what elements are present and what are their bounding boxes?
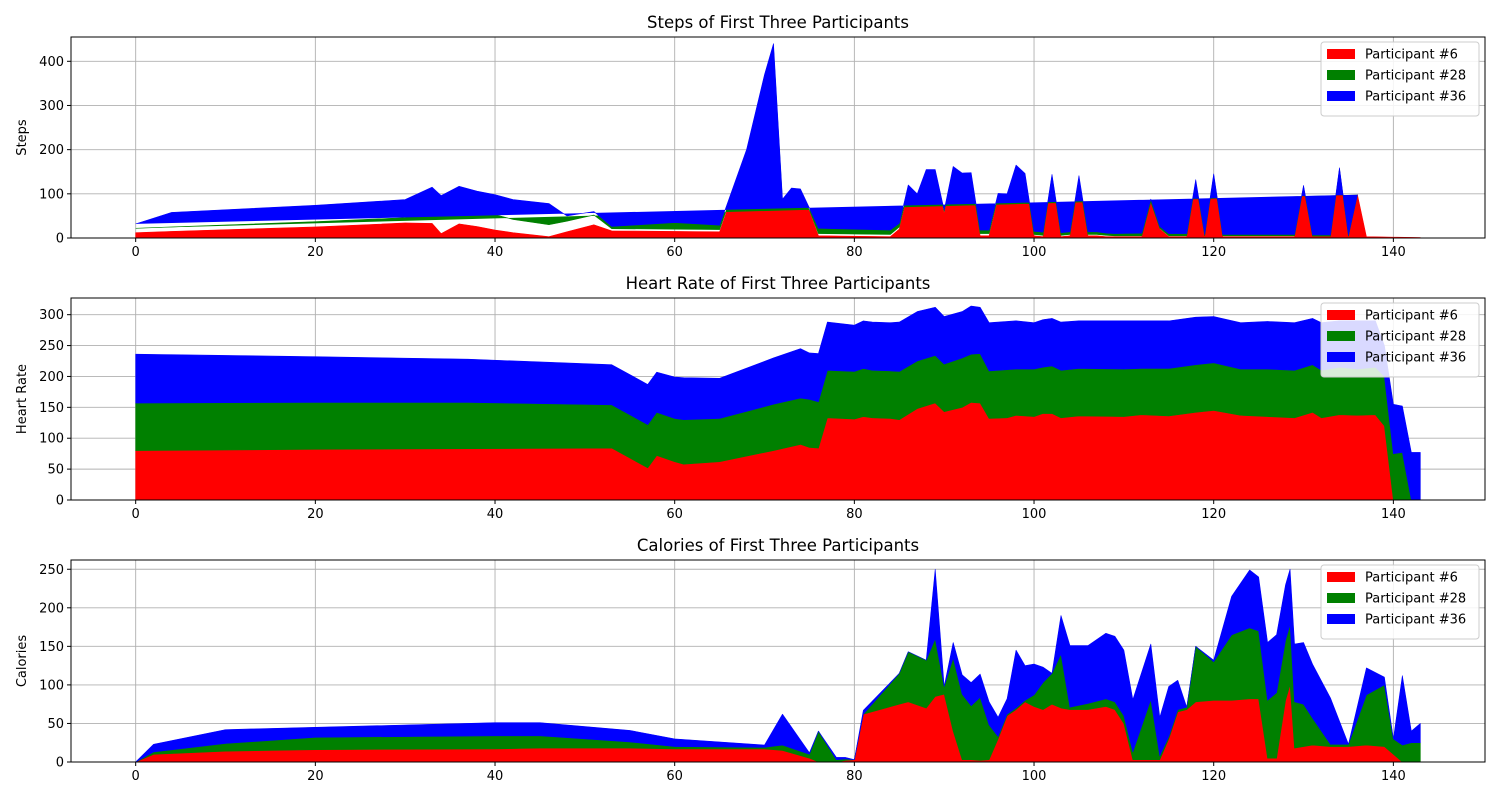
y-tick-label: 0 xyxy=(56,232,64,247)
y-tick-label: 250 xyxy=(39,339,64,354)
x-tick-label: 120 xyxy=(1201,245,1226,260)
y-tick-label: 50 xyxy=(47,717,64,732)
area-series-participant-36 xyxy=(135,568,1421,763)
y-axis-label: Steps xyxy=(15,119,30,156)
legend-label: Participant #36 xyxy=(1365,351,1466,366)
x-tick-label: 0 xyxy=(132,769,140,784)
y-axis-label: Calories xyxy=(15,635,30,688)
legend: Participant #6 Participant #28 Participant… xyxy=(1320,302,1480,378)
y-tick-label: 150 xyxy=(39,640,64,655)
legend-box xyxy=(1320,564,1480,640)
legend-label: Participant #6 xyxy=(1365,48,1458,63)
legend: Participant #6 Participant #28 Participant… xyxy=(1320,41,1480,117)
legend-swatch xyxy=(1327,331,1355,341)
y-tick-label: 200 xyxy=(39,370,64,385)
axes-frame xyxy=(70,559,1486,763)
legend-label: Participant #6 xyxy=(1365,571,1458,586)
y-tick-label: 400 xyxy=(39,55,64,70)
x-tick-label: 0 xyxy=(132,245,140,260)
x-tick-label: 40 xyxy=(487,245,504,260)
axes-frame xyxy=(70,297,1486,501)
x-tick-label: 60 xyxy=(666,507,683,522)
y-axis-label: Heart Rate xyxy=(15,364,30,434)
legend-swatch xyxy=(1327,49,1355,59)
legend-label: Participant #28 xyxy=(1365,330,1466,345)
y-tick-label: 200 xyxy=(39,143,64,158)
x-tick-label: 60 xyxy=(666,245,683,260)
x-tick-label: 80 xyxy=(846,769,863,784)
y-tick-label: 0 xyxy=(56,756,64,771)
axes-frame xyxy=(70,36,1486,239)
y-tick-label: 250 xyxy=(39,563,64,578)
legend-swatch xyxy=(1327,593,1355,603)
legend-swatch xyxy=(1327,310,1355,320)
y-tick-label: 300 xyxy=(39,99,64,114)
legend-label: Participant #28 xyxy=(1365,69,1466,84)
x-tick-label: 80 xyxy=(846,507,863,522)
legend-label: Participant #36 xyxy=(1365,90,1466,105)
y-tick-label: 100 xyxy=(39,432,64,447)
legend-swatch xyxy=(1327,614,1355,624)
x-tick-label: 60 xyxy=(666,769,683,784)
legend-swatch xyxy=(1327,91,1355,101)
x-tick-label: 140 xyxy=(1381,245,1406,260)
x-tick-label: 20 xyxy=(307,245,324,260)
x-tick-label: 20 xyxy=(307,507,324,522)
x-tick-label: 100 xyxy=(1022,245,1047,260)
y-tick-label: 300 xyxy=(39,308,64,323)
chart-title: Heart Rate of First Three Participants xyxy=(626,274,931,293)
legend-box xyxy=(1320,41,1480,117)
legend-swatch xyxy=(1327,70,1355,80)
x-tick-label: 40 xyxy=(487,507,504,522)
x-tick-label: 100 xyxy=(1022,507,1047,522)
area-series-participant-36 xyxy=(135,43,1358,236)
x-tick-label: 120 xyxy=(1201,769,1226,784)
x-tick-label: 80 xyxy=(846,245,863,260)
legend-label: Participant #6 xyxy=(1365,309,1458,324)
y-tick-label: 150 xyxy=(39,401,64,416)
x-tick-label: 40 xyxy=(487,769,504,784)
x-tick-label: 140 xyxy=(1381,507,1406,522)
x-tick-label: 100 xyxy=(1022,769,1047,784)
y-tick-label: 200 xyxy=(39,601,64,616)
x-tick-label: 0 xyxy=(132,507,140,522)
legend-label: Participant #36 xyxy=(1365,613,1466,628)
y-tick-label: 50 xyxy=(47,463,64,478)
legend-swatch xyxy=(1327,352,1355,362)
legend-box xyxy=(1320,302,1480,378)
legend-label: Participant #28 xyxy=(1365,592,1466,607)
x-tick-label: 140 xyxy=(1381,769,1406,784)
chart-title: Calories of First Three Participants xyxy=(637,536,919,555)
subplot-3: Calories of First Three Participants 0 20 4… xyxy=(15,536,1486,784)
y-tick-label: 100 xyxy=(39,187,64,202)
y-tick-label: 100 xyxy=(39,678,64,693)
legend-swatch xyxy=(1327,572,1355,582)
x-tick-label: 120 xyxy=(1201,507,1226,522)
subplot-2: Heart Rate of First Three Participants 0 2… xyxy=(15,274,1486,522)
y-tick-label: 0 xyxy=(56,494,64,509)
subplot-1: Steps of First Three Participants 0 20 40 60… xyxy=(15,13,1486,260)
x-tick-label: 20 xyxy=(307,769,324,784)
chart-title: Steps of First Three Participants xyxy=(647,13,909,32)
legend: Participant #6 Participant #28 Participant… xyxy=(1320,564,1480,640)
